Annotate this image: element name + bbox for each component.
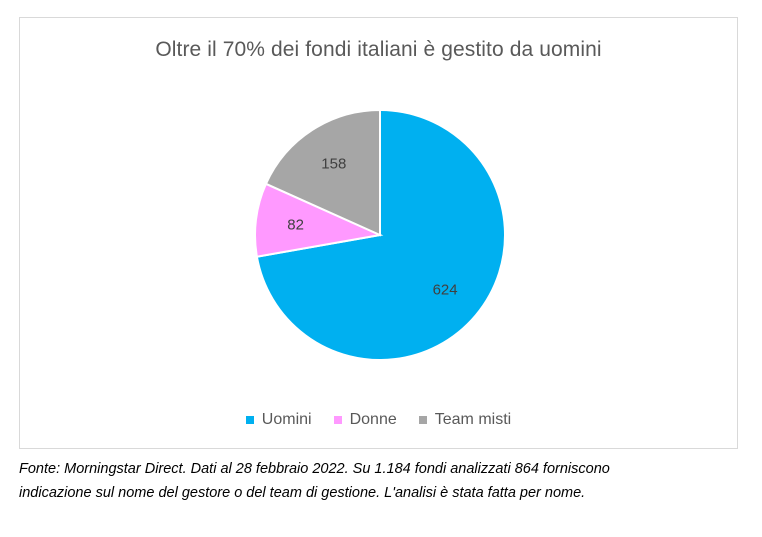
- legend-swatch-uomini: [245, 416, 254, 424]
- legend-label-uomini: Uomini: [261, 411, 312, 428]
- data-label-uomini: 624: [433, 282, 458, 299]
- source-note: Fonte: Morningstar Direct. Dati al 28 fe…: [19, 461, 610, 501]
- data-label-donne: 82: [287, 217, 304, 234]
- legend-swatch-team-misti: [418, 416, 427, 424]
- legend-item-team-misti: Team misti: [418, 411, 512, 429]
- pie-slice-team-misti: [264, 108, 381, 237]
- legend-label-donne: Donne: [349, 411, 397, 428]
- legend-swatch-donne: [333, 416, 342, 424]
- legend-item-uomini: Uomini: [245, 411, 312, 429]
- pie-chart: 624 82 158: [254, 108, 506, 361]
- legend-item-donne: Donne: [333, 411, 397, 429]
- chart-title: Oltre il 70% dei fondi italiani è gestit…: [155, 38, 602, 61]
- chart-area: Oltre il 70% dei fondi italiani è gestit…: [19, 17, 738, 449]
- pie-slice-donne: [254, 182, 384, 258]
- data-label-team-misti: 158: [321, 156, 346, 173]
- legend: Uomini Donne Team misti: [20, 411, 737, 429]
- legend-label-team-misti: Team misti: [434, 411, 512, 428]
